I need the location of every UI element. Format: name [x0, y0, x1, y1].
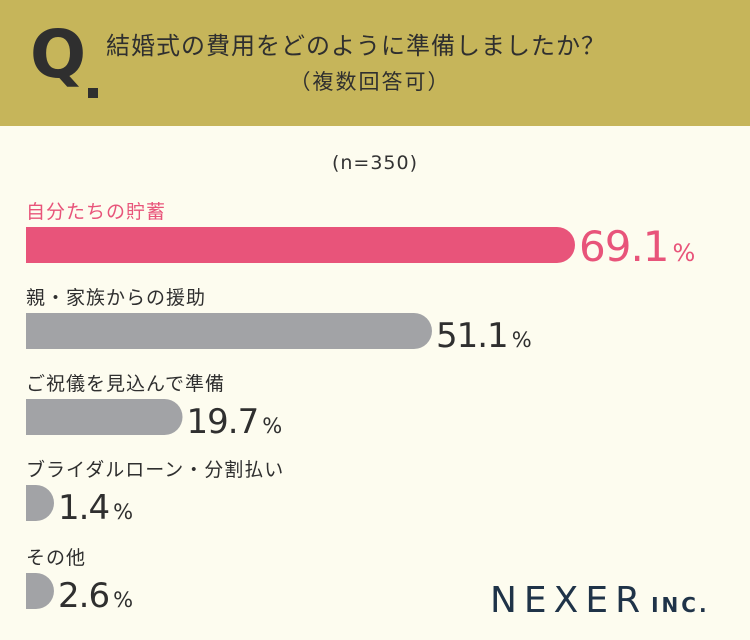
- value-label-1: 51.1: [436, 316, 508, 356]
- bar-2: [26, 399, 183, 435]
- unit-label-2: %: [262, 414, 282, 438]
- bar-1: [26, 313, 432, 349]
- sample-size-label: (n=350): [331, 152, 419, 174]
- nexer-logo: NEXER INC.: [490, 580, 710, 621]
- unit-label-4: %: [113, 588, 133, 612]
- logo-main-text: NEXER: [490, 580, 648, 621]
- category-label-3: ブライダルローン・分割払い: [26, 458, 284, 481]
- q-mark: Q: [30, 16, 87, 93]
- category-label-1: 親・家族からの援助: [26, 287, 206, 309]
- category-label-0: 自分たちの貯蓄: [26, 201, 166, 223]
- value-label-0: 69.1: [579, 222, 669, 271]
- question-title: 結婚式の費用をどのように準備しましたか？: [106, 32, 606, 60]
- category-label-2: ご祝儀を見込んで準備: [26, 373, 225, 395]
- unit-label-3: %: [113, 500, 133, 524]
- q-dot-icon: [88, 88, 98, 98]
- bar-4: [26, 573, 54, 609]
- bar-3: [26, 485, 54, 521]
- category-label-4: その他: [26, 547, 86, 569]
- logo-suffix-text: INC.: [651, 593, 710, 617]
- value-label-3: 1.4: [58, 488, 109, 528]
- value-label-2: 19.7: [187, 402, 259, 442]
- unit-label-0: %: [673, 239, 696, 267]
- question-subtitle: （複数回答可）: [289, 70, 451, 94]
- unit-label-1: %: [512, 328, 532, 352]
- value-label-4: 2.6: [58, 576, 109, 616]
- bar-0: [26, 227, 575, 263]
- question-header: Q 結婚式の費用をどのように準備しましたか？ （複数回答可）: [0, 0, 750, 126]
